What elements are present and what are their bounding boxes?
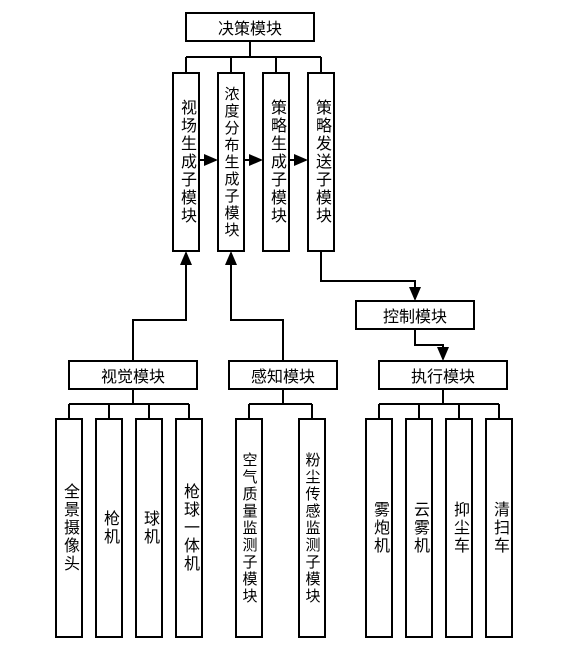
dust-suppression-label: 抑尘车: [447, 501, 471, 555]
air-quality-submodule: 空气质量监测子模块: [235, 418, 263, 638]
fog-cannon-label: 雾炮机: [367, 501, 391, 555]
gun-dome-camera-label: 枪球一体机: [177, 483, 201, 573]
dust-sensor-submodule: 粉尘传感监测子模块: [298, 418, 326, 638]
control-module: 控制模块: [355, 300, 475, 330]
view-gen-submodule: 视场生成子模块: [172, 72, 200, 252]
sweeper-label: 清扫车: [487, 501, 511, 555]
vision-module: 视觉模块: [68, 360, 198, 390]
dust-sensor-label: 粉尘传感监测子模块: [302, 452, 323, 605]
exec-module-label: 执行模块: [411, 363, 475, 387]
gun-camera: 枪机: [95, 418, 123, 638]
panoramic-camera-label: 全景摄像头: [57, 483, 81, 573]
density-gen-submodule: 浓度分布生成子模块: [217, 72, 245, 252]
view-gen-label: 视场生成子模块: [174, 99, 198, 225]
strategy-send-submodule: 策略发送子模块: [307, 72, 335, 252]
dome-camera: 球机: [135, 418, 163, 638]
sense-module-label: 感知模块: [251, 363, 315, 387]
strategy-send-label: 策略发送子模块: [309, 99, 333, 225]
strategy-gen-submodule: 策略生成子模块: [262, 72, 290, 252]
sense-module: 感知模块: [228, 360, 338, 390]
gun-dome-camera: 枪球一体机: [175, 418, 203, 638]
control-module-label: 控制模块: [383, 303, 447, 327]
decision-module: 决策模块: [185, 12, 315, 42]
air-quality-label: 空气质量监测子模块: [239, 452, 260, 605]
exec-module: 执行模块: [378, 360, 508, 390]
panoramic-camera: 全景摄像头: [55, 418, 83, 638]
gun-camera-label: 枪机: [97, 510, 121, 546]
cloud-mist: 云雾机: [405, 418, 433, 638]
vision-module-label: 视觉模块: [101, 363, 165, 387]
dust-suppression-vehicle: 抑尘车: [445, 418, 473, 638]
cloud-mist-label: 云雾机: [407, 501, 431, 555]
strategy-gen-label: 策略生成子模块: [264, 99, 288, 225]
decision-module-label: 决策模块: [218, 15, 282, 39]
fog-cannon: 雾炮机: [365, 418, 393, 638]
sweeper-vehicle: 清扫车: [485, 418, 513, 638]
density-gen-label: 浓度分布生成子模块: [221, 86, 242, 239]
dome-camera-label: 球机: [137, 510, 161, 546]
